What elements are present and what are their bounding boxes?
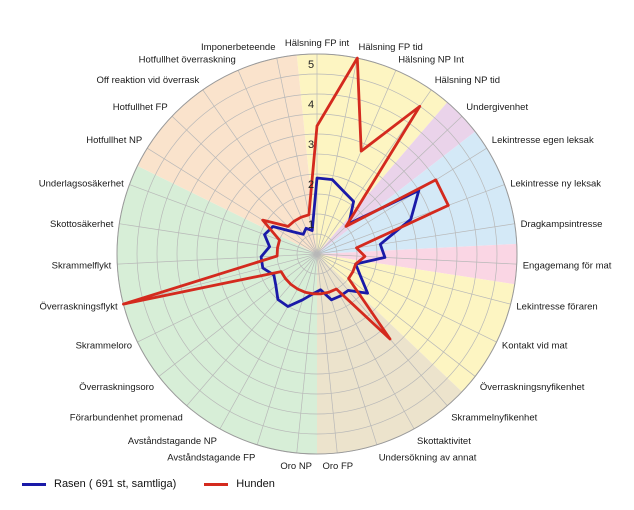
radial-tick-label: 3 — [308, 139, 314, 151]
outer-ring — [116, 53, 518, 455]
category-label-hotfullhet-fp: Hotfullhet FP — [113, 102, 168, 113]
radial-ticks: 1 2 3 4 5 — [308, 59, 314, 231]
grid-spoke — [316, 58, 358, 255]
category-label-skottaktivitet: Skottaktivitet — [417, 436, 471, 447]
data-series — [122, 56, 450, 341]
category-label-lekintresse-ny-leksak: Lekintresse ny leksak — [510, 179, 601, 190]
category-label-lekintresse-egen-leksak: Lekintresse egen leksak — [492, 135, 594, 146]
category-label-imponerbeteende: Imponerbeteende — [201, 42, 275, 53]
grid-spoke — [256, 253, 318, 445]
category-label-halsning-np-int: Hälsning NP Int — [398, 55, 464, 66]
legend-swatch-rasen — [22, 482, 46, 486]
category-label-skrammeloro: Skrammeloro — [76, 341, 133, 352]
grid-spoke — [137, 253, 318, 343]
radial-tick-label: 4 — [308, 99, 314, 111]
legend-label-hunden: Hunden — [236, 478, 275, 490]
category-label-engagemang-for-mat: Engagemang för mat — [523, 260, 612, 271]
legend-swatch-hunden — [204, 482, 229, 486]
grid-spoke — [316, 253, 497, 343]
category-label-off-reaktion-vid-overrask: Off reaktion vid överrask — [97, 75, 200, 86]
radial-tick-label: 1 — [308, 219, 314, 231]
category-label-forarbundenhet-promenad: Förarbundenhet promenad — [70, 412, 183, 423]
category-label-halsning-fp-tid: Hälsning FP tid — [359, 42, 423, 53]
radar-grid — [116, 53, 518, 455]
category-label-avstandstagande-np: Avståndstagande NP — [128, 436, 217, 447]
category-label-skrammelnyfikenhet: Skrammelnyfikenhet — [451, 412, 537, 423]
category-label-overraskningsoro: Överraskningsoro — [79, 382, 154, 393]
grid-spoke — [316, 70, 397, 255]
category-label-undersokning-av-annat: Undersökning av annat — [379, 453, 477, 464]
radial-tick-label: 5 — [308, 59, 314, 71]
category-label-skottosakerhet: Skottosäkerhet — [50, 219, 114, 230]
sector-8 — [137, 55, 317, 254]
sector-1 — [296, 54, 448, 254]
category-label-hotfullhet-overraskning: Hotfullhet överraskning — [139, 55, 236, 66]
grid-spoke — [219, 253, 318, 430]
category-label-underlagsosakerhet: Underlagsosäkerhet — [39, 179, 124, 190]
radial-tick-label: 2 — [308, 179, 314, 191]
grid-spoke — [129, 184, 318, 255]
series-rasen — [259, 176, 421, 308]
category-label-dragkampsintresse: Dragkampsintresse — [521, 219, 603, 230]
grid-spoke — [123, 253, 318, 305]
category-label-halsning-fp-int: Hälsning FP int — [285, 38, 350, 49]
grid-spoke — [237, 70, 318, 255]
grid-spoke — [158, 253, 318, 377]
category-label-kontakt-vid-mat: Kontakt vid mat — [502, 341, 568, 352]
grid-spoke — [316, 253, 338, 454]
grid-spoke — [202, 89, 318, 255]
category-label-halsning-np-tid: Hälsning NP tid — [435, 75, 500, 86]
legend: Rasen ( 691 st, samtliga) Hunden — [22, 478, 275, 490]
grid-spoke — [276, 58, 318, 255]
grid-spoke — [316, 253, 517, 265]
legend-item-rasen: Rasen ( 691 st, samtliga) — [22, 478, 176, 490]
series-hunden — [122, 56, 450, 341]
sector-4 — [317, 243, 517, 285]
grid-spoke — [186, 253, 318, 406]
grid-spoke — [147, 147, 318, 255]
category-labels: Hälsning FP int Hälsning FP tid Hälsning N… — [39, 38, 612, 472]
grid-spoke — [316, 115, 463, 255]
category-label-hotfullhet-np: Hotfullhet NP — [86, 135, 142, 146]
category-label-overraskningsflykt: Överraskningsflykt — [39, 302, 117, 313]
grid-spoke — [316, 253, 511, 305]
grid-spoke — [316, 147, 487, 255]
category-label-avstandstagande-fp: Avståndstagande FP — [167, 453, 255, 464]
legend-item-hunden: Hunden — [204, 478, 275, 490]
grid-spoke — [316, 253, 415, 430]
grid-spoke — [117, 253, 318, 265]
grid-spoke — [316, 223, 515, 255]
grid-spoke — [119, 223, 318, 255]
category-label-overraskningsnyfikenhet: Överraskningsnyfikenhet — [480, 382, 585, 393]
legend-label-rasen: Rasen ( 691 st, samtliga) — [54, 478, 177, 490]
category-label-oro-fp: Oro FP — [322, 461, 353, 472]
category-label-lekintresse-foraren: Lekintresse föraren — [516, 302, 597, 313]
category-label-oro-np: Oro NP — [280, 461, 312, 472]
category-label-undergivenhet: Undergivenhet — [466, 102, 528, 113]
grid-spoke — [296, 253, 318, 454]
grid-spoke — [316, 253, 378, 445]
category-label-skrammelflykt: Skrammelflykt — [52, 260, 112, 271]
grid-spoke — [316, 253, 476, 377]
